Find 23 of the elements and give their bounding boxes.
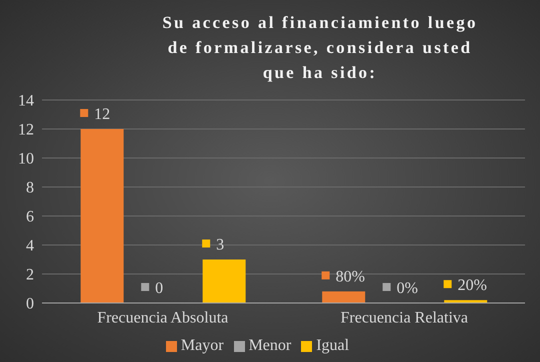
legend-label: Mayor: [180, 337, 224, 354]
y-tick-label: 14: [18, 92, 34, 110]
data-label: 80%: [336, 268, 365, 286]
bar: [322, 291, 366, 303]
y-tick-label: 4: [26, 238, 34, 255]
legend-label: Menor: [248, 337, 292, 354]
chart-title: Su acceso al financiamiento luego de formalizarse, considera usted que ha sido:: [161, 12, 479, 84]
bar: [202, 260, 246, 303]
data-label: 0: [155, 280, 164, 297]
legend-label: Igual: [316, 337, 350, 354]
y-tick-label: 8: [26, 180, 34, 197]
y-tick-label: 0: [26, 296, 34, 313]
y-tick-label: 6: [26, 208, 34, 226]
x-tick-label: Frecuencia Relativa: [340, 309, 468, 326]
data-label: 0%: [396, 280, 418, 297]
data-label: 12: [94, 106, 110, 123]
bar: [80, 129, 124, 303]
x-tick-label: Frecuencia Absoluta: [97, 309, 228, 326]
data-label: 20%: [458, 277, 487, 294]
y-tick-label: 12: [18, 122, 34, 139]
y-tick-label: 2: [26, 266, 34, 284]
data-label: 3: [216, 236, 224, 254]
y-tick-label: 10: [18, 150, 34, 168]
